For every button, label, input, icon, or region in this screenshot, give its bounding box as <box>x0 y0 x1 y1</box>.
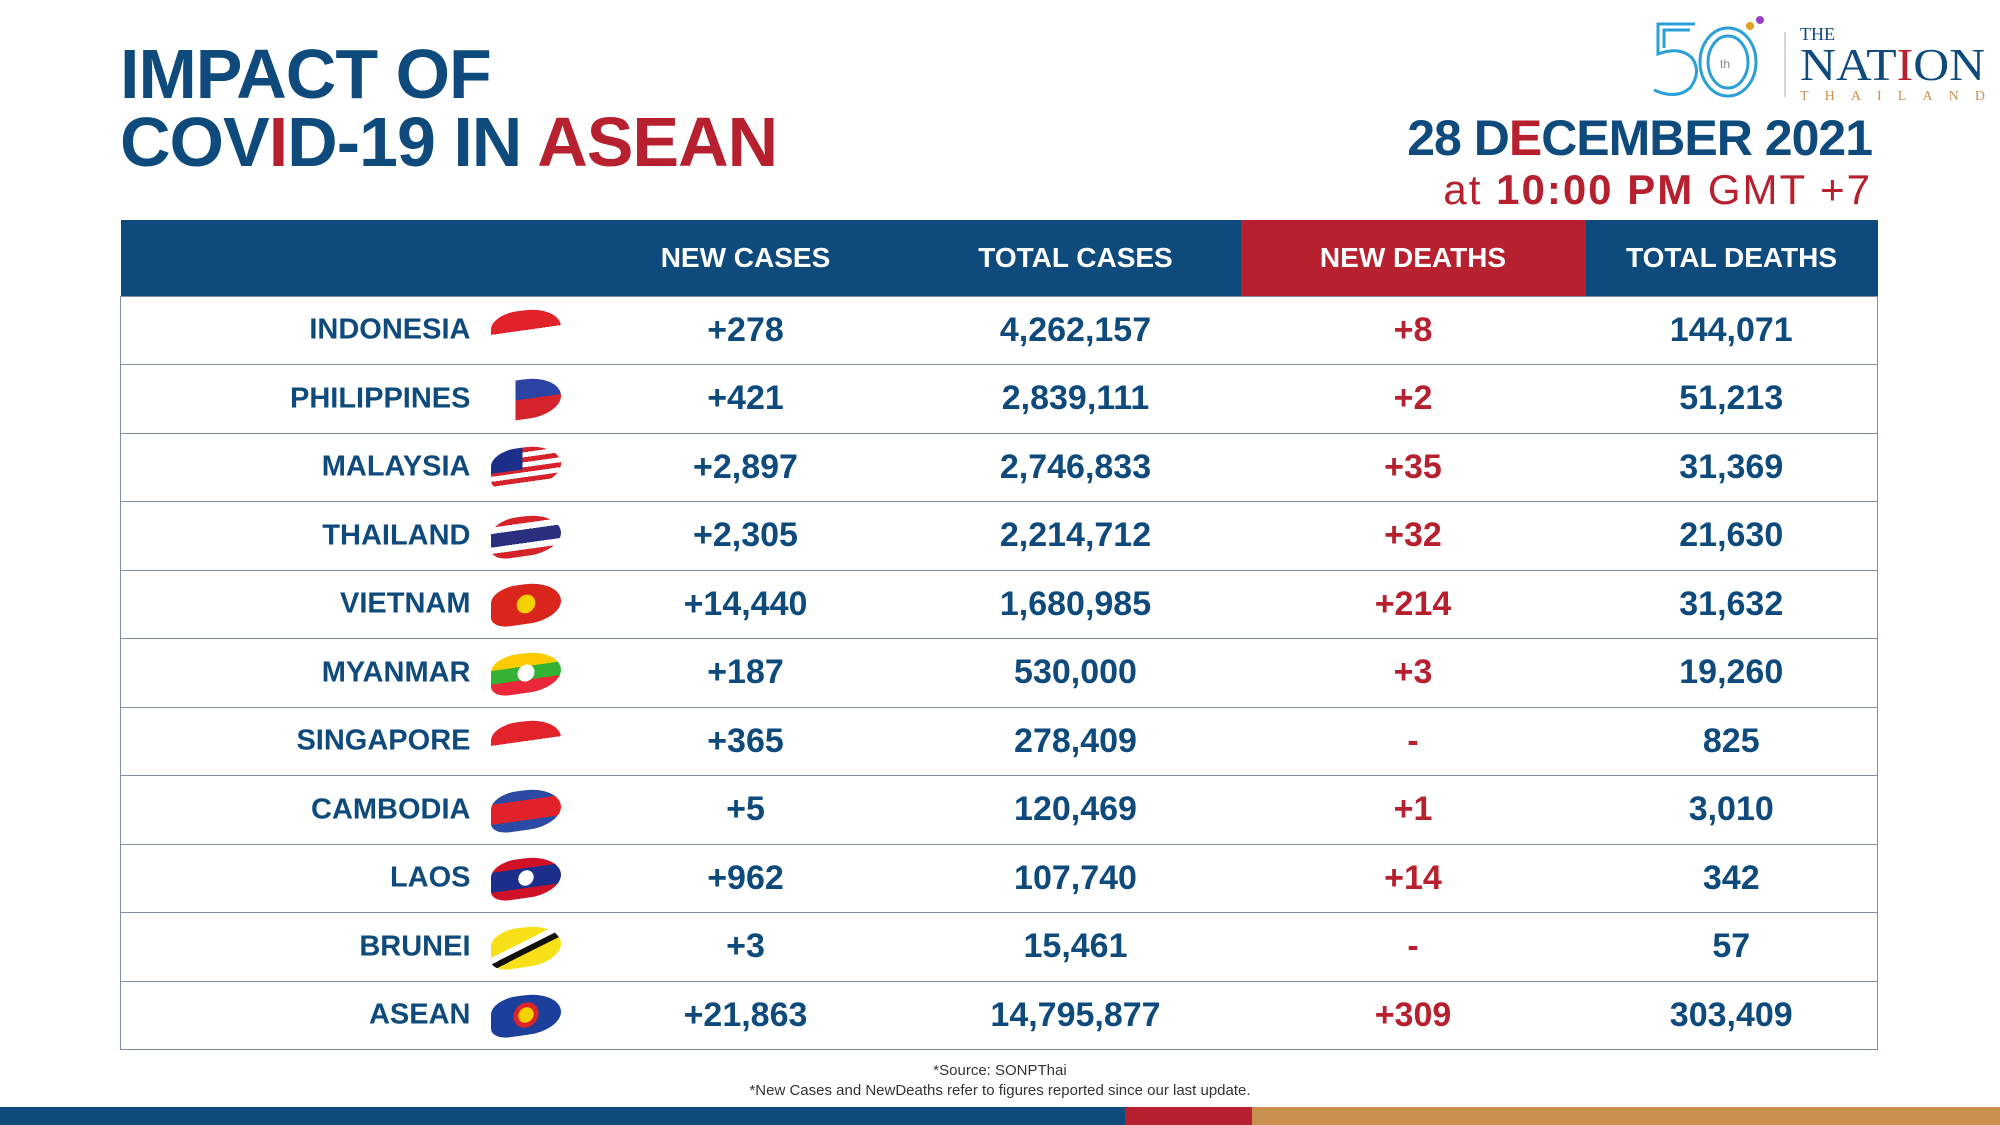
country-name: PHILIPPINES <box>290 382 471 415</box>
new-deaths: +309 <box>1240 980 1586 1050</box>
new-deaths: +2 <box>1240 364 1586 434</box>
total-cases: 107,740 <box>910 843 1241 913</box>
svg-text:THAILAND: THAILAND <box>1800 89 1985 102</box>
col-total-deaths: TOTAL DEATHS <box>1585 220 1878 296</box>
report-date: 28 DECEMBER 2021 at 10:00 PM GMT +7 <box>1407 110 1873 213</box>
new-cases: +187 <box>580 638 911 708</box>
total-deaths: 51,213 <box>1585 364 1878 434</box>
flag-icon <box>490 716 561 767</box>
new-deaths: - <box>1240 912 1586 982</box>
table-row: ASEAN +21,863 14,795,877 +309 303,409 <box>120 980 1878 1050</box>
new-deaths: +3 <box>1240 638 1586 708</box>
country-name: VIETNAM <box>340 587 471 620</box>
country-name: THAILAND <box>322 519 471 552</box>
total-deaths: 19,260 <box>1585 638 1878 708</box>
total-deaths: 825 <box>1585 706 1878 776</box>
table-row: MYANMAR +187 530,000 +3 19,260 <box>120 638 1878 708</box>
country-name: MYANMAR <box>321 656 471 689</box>
total-deaths: 21,630 <box>1585 501 1878 571</box>
flag-icon <box>490 305 561 356</box>
country-name: INDONESIA <box>309 313 471 346</box>
table-row: INDONESIA +278 4,262,157 +8 144,071 <box>120 295 1878 365</box>
new-deaths: - <box>1240 706 1586 776</box>
flag-icon <box>490 784 561 835</box>
new-cases: +21,863 <box>580 980 911 1050</box>
table-row: BRUNEI +3 15,461 - 57 <box>120 912 1878 982</box>
total-deaths: 31,632 <box>1585 569 1878 639</box>
total-cases: 530,000 <box>910 638 1241 708</box>
table-header: NEW CASES TOTAL CASES NEW DEATHS TOTAL D… <box>120 220 1878 296</box>
svg-text:THE: THE <box>1800 24 1835 44</box>
flag-icon <box>490 647 561 698</box>
table-row: CAMBODIA +5 120,469 +1 3,010 <box>120 775 1878 845</box>
total-cases: 2,746,833 <box>910 432 1241 502</box>
flag-icon <box>490 921 561 972</box>
col-total-cases: TOTAL CASES <box>910 220 1241 296</box>
source-note: *Source: SONPThai <box>933 1062 1067 1079</box>
new-deaths: +14 <box>1240 843 1586 913</box>
new-cases: +365 <box>580 706 911 776</box>
table-row: PHILIPPINES +421 2,839,111 +2 51,213 <box>120 364 1878 434</box>
page-title: IMPACT OF COVID-19 IN ASEAN <box>120 35 778 181</box>
new-cases: +2,897 <box>580 432 911 502</box>
flag-icon <box>490 853 561 904</box>
total-deaths: 342 <box>1585 843 1878 913</box>
new-cases: +2,305 <box>580 501 911 571</box>
total-deaths: 31,369 <box>1585 432 1878 502</box>
table-row: THAILAND +2,305 2,214,712 +32 21,630 <box>120 501 1878 571</box>
new-deaths: +8 <box>1240 295 1586 365</box>
new-cases: +5 <box>580 775 911 845</box>
footer-bar-tan <box>1252 1107 2000 1125</box>
new-cases: +3 <box>580 912 911 982</box>
total-cases: 2,839,111 <box>910 364 1241 434</box>
flag-icon <box>490 510 561 561</box>
fiftieth-anniversary-mark <box>1653 22 1758 98</box>
flag-icon <box>490 373 561 424</box>
new-deaths: +214 <box>1240 569 1586 639</box>
country-name: LAOS <box>389 861 471 894</box>
footer-bar-red <box>1125 1107 1252 1125</box>
flag-icon <box>490 442 561 493</box>
total-deaths: 57 <box>1585 912 1878 982</box>
new-deaths: +32 <box>1240 501 1586 571</box>
new-cases: +962 <box>580 843 911 913</box>
total-cases: 2,214,712 <box>910 501 1241 571</box>
covid-table: NEW CASES TOTAL CASES NEW DEATHS TOTAL D… <box>120 220 1878 1050</box>
total-deaths: 303,409 <box>1585 980 1878 1050</box>
total-cases: 14,795,877 <box>910 980 1241 1050</box>
flag-icon <box>490 990 561 1041</box>
total-cases: 120,469 <box>910 775 1241 845</box>
footer-bar-blue <box>0 1107 1125 1125</box>
total-cases: 278,409 <box>910 706 1241 776</box>
new-deaths: +35 <box>1240 432 1586 502</box>
country-name: BRUNEI <box>359 930 471 963</box>
total-cases: 4,262,157 <box>910 295 1241 365</box>
country-name: MALAYSIA <box>321 450 471 483</box>
footnote: *New Cases and NewDeaths refer to figure… <box>749 1082 1251 1099</box>
new-deaths: +1 <box>1240 775 1586 845</box>
total-cases: 1,680,985 <box>910 569 1241 639</box>
new-cases: +14,440 <box>580 569 911 639</box>
country-name: CAMBODIA <box>311 793 471 826</box>
svg-text:th: th <box>1720 57 1730 71</box>
col-new-cases: NEW CASES <box>580 220 911 296</box>
total-deaths: 144,071 <box>1585 295 1878 365</box>
table-row: MALAYSIA +2,897 2,746,833 +35 31,369 <box>120 432 1878 502</box>
flag-icon <box>490 579 561 630</box>
country-name: SINGAPORE <box>296 724 471 757</box>
col-new-deaths: NEW DEATHS <box>1240 220 1586 296</box>
table-row: VIETNAM +14,440 1,680,985 +214 31,632 <box>120 569 1878 639</box>
total-deaths: 3,010 <box>1585 775 1878 845</box>
total-cases: 15,461 <box>910 912 1241 982</box>
table-row: LAOS +962 107,740 +14 342 <box>120 843 1878 913</box>
country-name: ASEAN <box>368 998 471 1031</box>
the-nation-logo: th THE NAT ION THAILAND <box>1653 16 1985 102</box>
table-row: SINGAPORE +365 278,409 - 825 <box>120 706 1878 776</box>
new-cases: +421 <box>580 364 911 434</box>
new-cases: +278 <box>580 295 911 365</box>
